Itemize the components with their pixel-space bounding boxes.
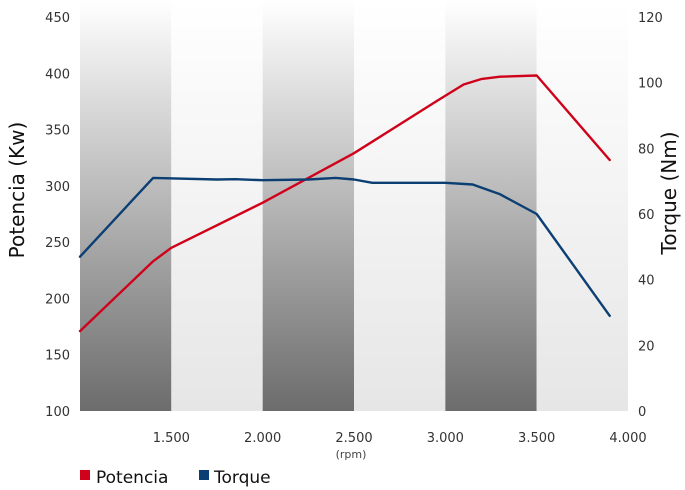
- right-tick-label: 100: [638, 77, 663, 92]
- left-axis-title: Potencia (Kw): [5, 122, 29, 259]
- x-axis: 1.500 2.000 2.500 3.000 3.500 4.000: [153, 431, 647, 446]
- x-tick-label: 2.000: [244, 431, 281, 446]
- series-line-potencia: [78, 74, 611, 333]
- right-axis: 0 20 40 60 80 100 120: [638, 11, 663, 420]
- x-tick-label: 4.000: [609, 431, 646, 446]
- legend-label-potencia: Potencia: [96, 468, 168, 488]
- left-tick-label: 200: [45, 292, 70, 307]
- right-tick-label: 120: [638, 11, 663, 26]
- right-tick-label: 40: [638, 274, 655, 289]
- left-tick-label: 150: [45, 349, 70, 364]
- left-axis: 100 150 200 250 300 350 400 450: [45, 11, 70, 420]
- legend: Potencia Torque: [80, 468, 271, 488]
- left-tick-label: 300: [45, 180, 70, 195]
- right-tick-label: 20: [638, 339, 655, 354]
- left-tick-label: 350: [45, 124, 70, 139]
- x-tick-label: 3.000: [427, 431, 464, 446]
- right-tick-label: 0: [638, 405, 646, 420]
- right-tick-label: 80: [638, 142, 655, 157]
- legend-swatch-torque: [199, 470, 209, 480]
- background-band: [262, 0, 354, 411]
- left-tick-label: 100: [45, 405, 70, 420]
- background-bands: [80, 0, 628, 411]
- left-tick-label: 250: [45, 236, 70, 251]
- series-layer: [78, 74, 611, 333]
- background-band: [171, 0, 263, 411]
- x-tick-label: 2.500: [335, 431, 372, 446]
- legend-swatch-potencia: [80, 470, 90, 480]
- left-tick-label: 400: [45, 67, 70, 82]
- background-band: [80, 0, 172, 411]
- x-tick-label: 1.500: [153, 431, 190, 446]
- series-line-torque: [78, 176, 611, 317]
- legend-label-torque: Torque: [213, 468, 271, 488]
- background-band: [354, 0, 446, 411]
- right-tick-label: 60: [638, 208, 655, 223]
- background-band: [536, 0, 628, 411]
- x-tick-label: 3.500: [518, 431, 555, 446]
- left-tick-label: 450: [45, 11, 70, 26]
- right-axis-title: Torque (Nm): [657, 131, 681, 255]
- x-axis-unit-label: (rpm): [336, 448, 367, 461]
